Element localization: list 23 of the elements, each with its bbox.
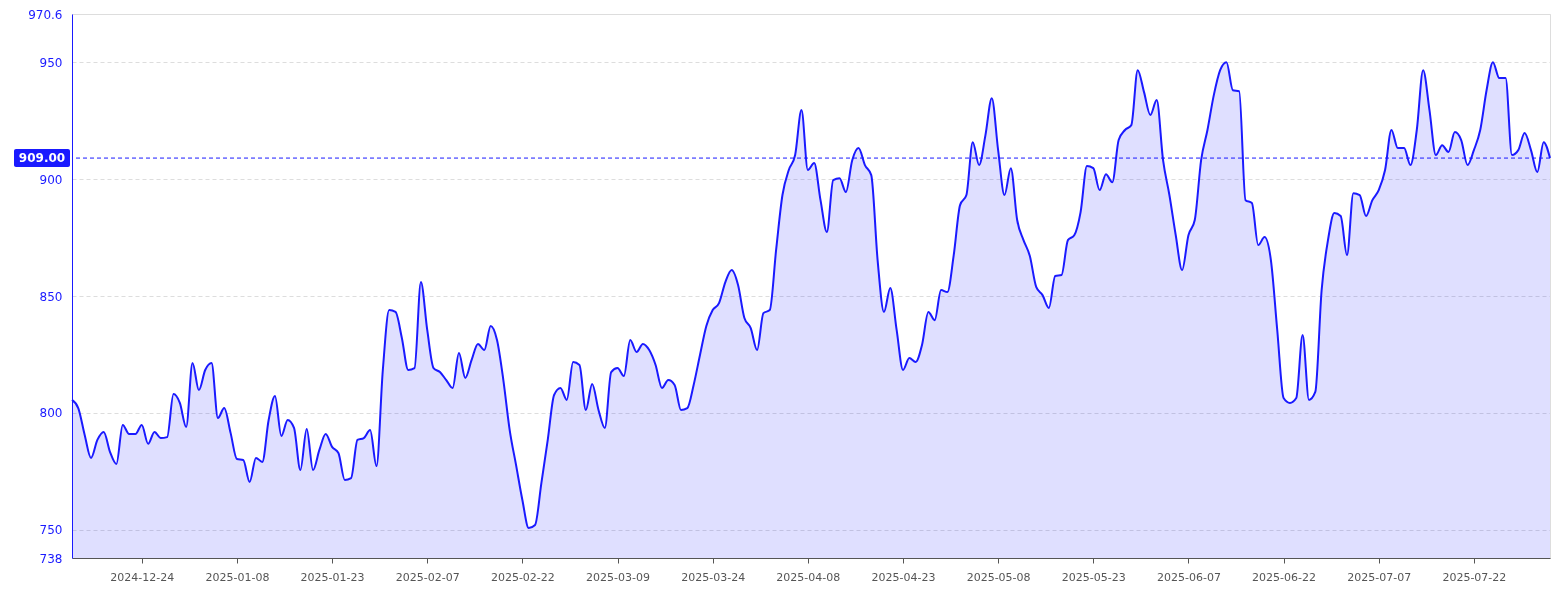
- x-tick-label: 2025-05-08: [966, 570, 1031, 584]
- y-tick-label: 738: [39, 551, 63, 566]
- x-tick-label: 2025-05-23: [1061, 570, 1126, 584]
- y-tick-label: 900: [39, 172, 63, 187]
- y-tick-label: 800: [39, 406, 63, 421]
- x-tick-label: 2025-03-24: [681, 570, 746, 584]
- y-tick-label: 950: [39, 55, 63, 70]
- x-tick-label: 2025-07-22: [1442, 570, 1507, 584]
- x-tick-label: 2025-03-09: [586, 570, 650, 584]
- x-tick-label: 2025-07-07: [1347, 570, 1412, 584]
- x-tick-label: 2025-04-08: [776, 570, 841, 584]
- y-tick-label: 850: [39, 289, 63, 304]
- ref-line-label: 909.00: [18, 151, 66, 166]
- x-tick-label: 2025-06-07: [1156, 570, 1221, 584]
- y-tick-label: 970.6: [28, 7, 63, 22]
- x-tick-label: 2025-06-22: [1252, 570, 1317, 584]
- x-tick-label: 2025-01-08: [205, 570, 270, 584]
- x-tick-label: 2025-01-23: [300, 570, 365, 584]
- x-tick-label: 2025-02-22: [490, 570, 555, 584]
- x-tick-label: 2025-04-23: [871, 570, 936, 584]
- y-tick-label: 750: [39, 523, 63, 538]
- x-tick-label: 2024-12-24: [110, 570, 175, 584]
- x-tick-label: 2025-02-07: [395, 570, 460, 584]
